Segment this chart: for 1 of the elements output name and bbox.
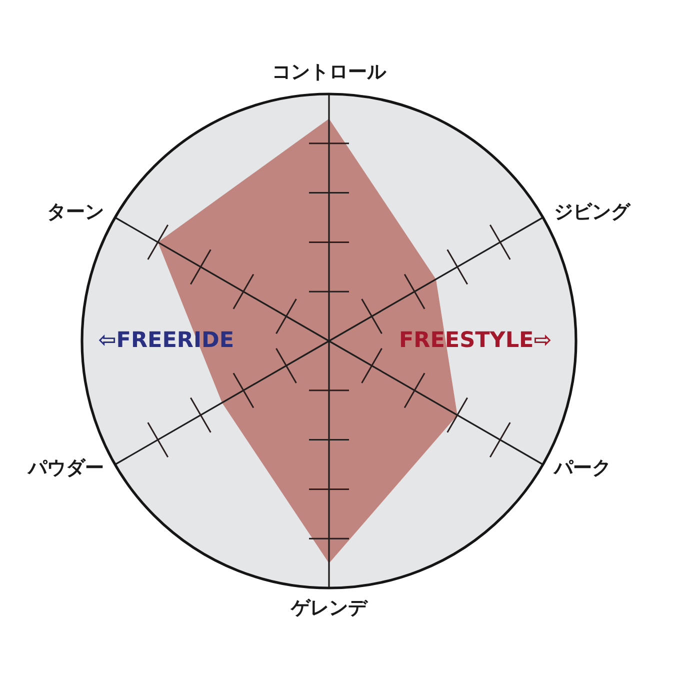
annotation: FREESTYLE⇨ [399,328,552,353]
